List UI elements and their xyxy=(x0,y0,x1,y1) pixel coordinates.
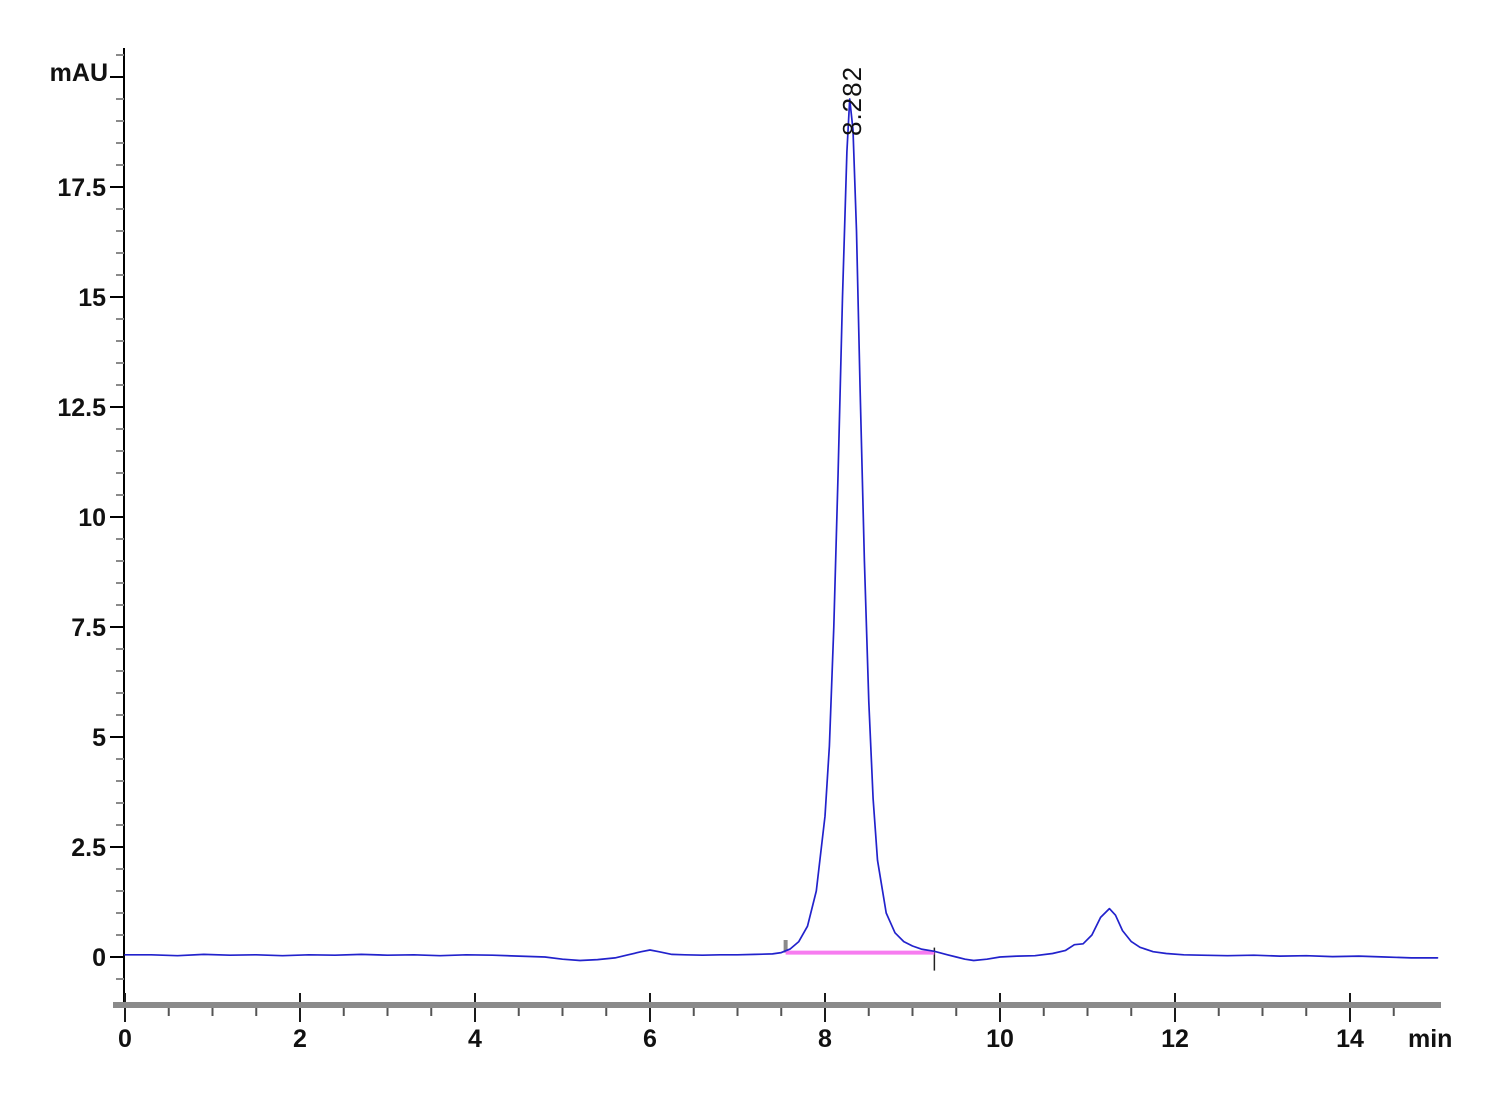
y-axis-tick-label: 5 xyxy=(92,724,106,752)
y-axis-tick-label: 17.5 xyxy=(57,174,106,202)
x-axis-tick-label: 2 xyxy=(293,1025,307,1053)
x-axis-unit-label: min xyxy=(1408,1025,1452,1053)
x-axis-tick-label: 14 xyxy=(1336,1025,1364,1053)
x-axis-tick-label: 12 xyxy=(1161,1025,1189,1053)
chromatogram-generated-layer: 0 2.5 5 7.5 10 12.5 15 17.5 0 2 4 6 8 10 12 14 xyxy=(57,48,1441,1053)
x-axis-tick-label: 6 xyxy=(643,1025,657,1053)
x-axis-tick-label: 8 xyxy=(818,1025,832,1053)
y-axis-tick-label: 0 xyxy=(92,944,106,972)
uv-trace-line xyxy=(124,98,1439,962)
y-axis-tick-label: 10 xyxy=(78,504,106,532)
y-axis-tick-label: 12.5 xyxy=(57,394,106,422)
y-axis-tick-label: 15 xyxy=(78,284,106,312)
x-axis-tick-label: 0 xyxy=(118,1025,132,1053)
y-axis-unit-label: mAU xyxy=(50,59,108,87)
x-axis-tick-label: 4 xyxy=(468,1025,482,1053)
peak-retention-time-label: 8.282 xyxy=(837,66,867,136)
x-axis-tick-label: 10 xyxy=(986,1025,1014,1053)
y-axis-tick-label: 2.5 xyxy=(71,834,106,862)
y-axis-tick-label: 7.5 xyxy=(71,614,106,642)
x-axis-bar xyxy=(113,1002,1441,1008)
